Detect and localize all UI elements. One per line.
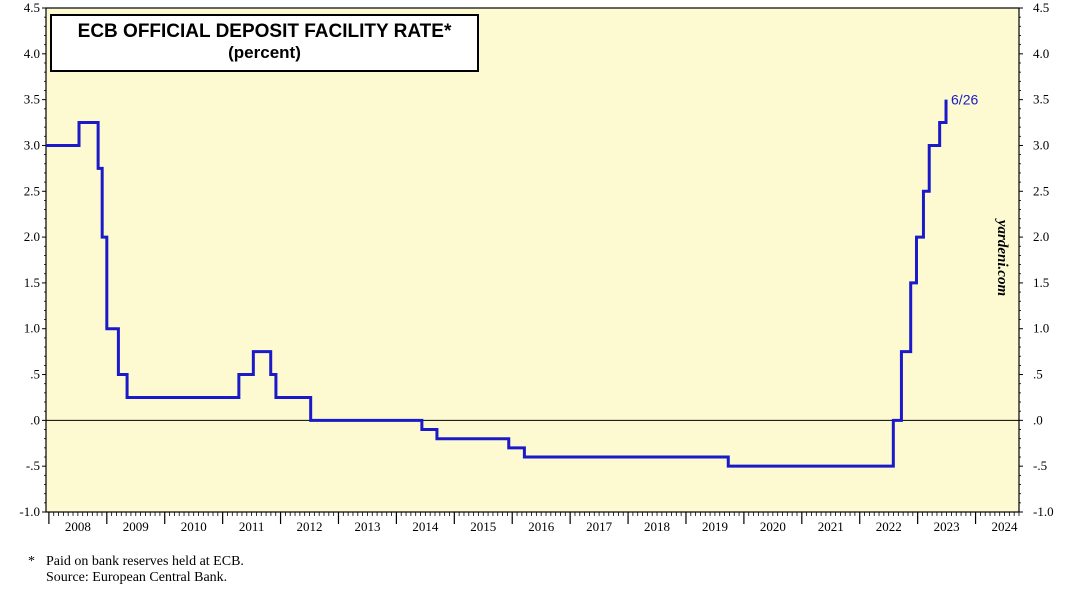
x-tick-label: 2009 bbox=[123, 519, 149, 534]
y-tick-label-right: 2.0 bbox=[1033, 229, 1049, 244]
y-axis-left: -1.0 -.5 .0 .5 1.0 1.5 2.0 2.5 3.0 3.5 4.0 4.5 bbox=[19, 0, 46, 519]
footnote-marker: * bbox=[28, 554, 35, 569]
y-tick-label-right: 2.5 bbox=[1033, 183, 1049, 198]
y-tick-label-right: -.5 bbox=[1033, 458, 1047, 473]
chart-title: ECB OFFICIAL DEPOSIT FACILITY RATE* bbox=[77, 21, 452, 42]
y-tick-label-right: .0 bbox=[1033, 412, 1043, 427]
chart-title-box: ECB OFFICIAL DEPOSIT FACILITY RATE* (per… bbox=[50, 14, 479, 72]
x-tick-label: 2021 bbox=[818, 519, 844, 534]
y-tick-label-right: 1.0 bbox=[1033, 321, 1049, 336]
x-tick-label: 2014 bbox=[412, 519, 439, 534]
y-tick-label-left: .5 bbox=[30, 367, 40, 382]
y-tick-label-left: 3.5 bbox=[24, 92, 40, 107]
y-tick-label-left: 1.5 bbox=[24, 275, 40, 290]
y-tick-label-right: -1.0 bbox=[1033, 504, 1054, 519]
x-tick-label: 2010 bbox=[181, 519, 207, 534]
x-tick-label: 2017 bbox=[586, 519, 613, 534]
chart-subtitle: (percent) bbox=[228, 43, 301, 62]
x-axis: 2008 2009 2010 2011 2012 2013 2014 2015 2016 2017… bbox=[48, 512, 1020, 534]
y-tick-label-left: -1.0 bbox=[19, 504, 40, 519]
y-tick-label-left: 3.0 bbox=[24, 137, 40, 152]
y-tick-label-right: 3.5 bbox=[1033, 92, 1049, 107]
x-tick-label: 2023 bbox=[934, 519, 960, 534]
y-tick-label-left: .0 bbox=[30, 412, 40, 427]
y-tick-label-right: 4.0 bbox=[1033, 46, 1049, 61]
x-tick-label: 2016 bbox=[528, 519, 555, 534]
footnote-source: Source: European Central Bank. bbox=[46, 570, 228, 585]
footnote-note: Paid on bank reserves held at ECB. bbox=[46, 554, 244, 569]
x-tick-label: 2013 bbox=[354, 519, 380, 534]
x-tick-label: 2022 bbox=[876, 519, 902, 534]
y-tick-label-left: 2.5 bbox=[24, 183, 40, 198]
x-tick-label: 2015 bbox=[470, 519, 496, 534]
footnote: * Paid on bank reserves held at ECB. Sour… bbox=[28, 554, 244, 586]
y-tick-label-left: 1.0 bbox=[24, 321, 40, 336]
y-tick-label-right: 3.0 bbox=[1033, 137, 1049, 152]
series-line-deposit-rate bbox=[46, 99, 948, 468]
y-tick-label-left: -.5 bbox=[26, 458, 40, 473]
y-tick-label-left: 4.5 bbox=[24, 0, 40, 15]
x-tick-label: 2020 bbox=[760, 519, 786, 534]
x-tick-label: 2012 bbox=[297, 519, 323, 534]
x-tick-label: 2008 bbox=[65, 519, 91, 534]
y-axis-right: -1.0 -.5 .0 .5 1.0 1.5 2.0 2.5 3.0 3.5 4.0 4.5 bbox=[1019, 0, 1054, 519]
annotation-last-date: 6/26 bbox=[951, 92, 978, 108]
x-tick-label: 2018 bbox=[644, 519, 670, 534]
x-tick-label: 2019 bbox=[702, 519, 728, 534]
y-tick-label-right: 4.5 bbox=[1033, 0, 1049, 15]
y-tick-label-left: 2.0 bbox=[24, 229, 40, 244]
y-tick-label-right: 1.5 bbox=[1033, 275, 1049, 290]
y-tick-label-right: .5 bbox=[1033, 367, 1043, 382]
watermark: yardeni.com bbox=[994, 218, 1010, 296]
x-tick-label: 2011 bbox=[239, 519, 265, 534]
y-tick-label-left: 4.0 bbox=[24, 46, 40, 61]
x-tick-label: 2024 bbox=[992, 519, 1019, 534]
plot-area bbox=[45, 7, 1020, 513]
